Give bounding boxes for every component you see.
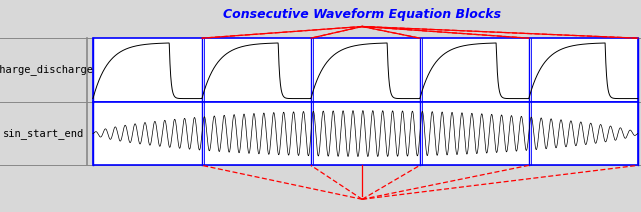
Bar [93,102,638,165]
Text: Consecutive Waveform Equation Blocks: Consecutive Waveform Equation Blocks [223,8,501,21]
Bar [93,38,638,102]
Text: charge_discharge: charge_discharge [0,64,94,75]
Text: sin_start_end: sin_start_end [3,128,84,139]
